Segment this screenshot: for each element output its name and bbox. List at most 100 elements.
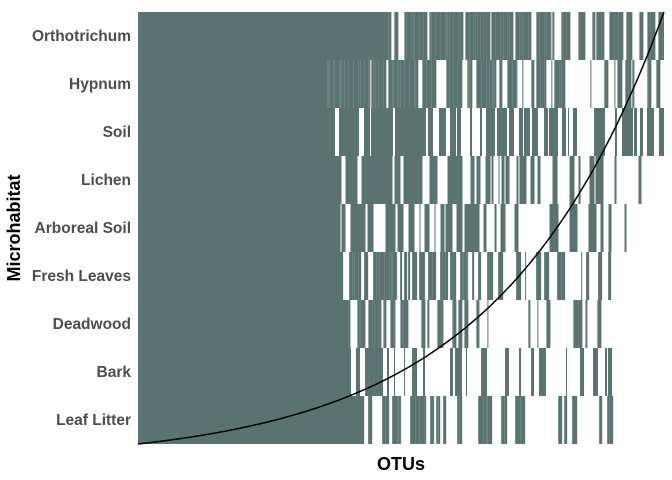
heatmap-cell	[494, 60, 497, 108]
heatmap-cell	[458, 12, 461, 60]
heatmap-cell	[383, 156, 385, 204]
heatmap-cell	[368, 300, 373, 348]
heatmap-cell	[477, 12, 481, 60]
heatmap-cell	[440, 252, 443, 300]
heatmap-cell	[380, 156, 384, 204]
heatmap-cell	[370, 204, 374, 252]
heatmap-cell	[526, 108, 530, 156]
heatmap-cell	[384, 252, 390, 300]
heatmap-cell	[578, 300, 583, 348]
heatmap-cell	[501, 396, 505, 444]
heatmap-cell	[508, 108, 510, 156]
heatmap-cell	[360, 60, 365, 108]
heatmap-cell	[515, 396, 521, 444]
heatmap-cell	[501, 156, 504, 204]
heatmap-cell	[536, 60, 541, 108]
heatmap-cell	[358, 252, 362, 300]
heatmap-cell	[516, 156, 518, 204]
heatmap-cell	[388, 108, 393, 156]
heatmap-cell	[551, 60, 553, 108]
heatmap-cell	[478, 252, 482, 300]
heatmap-cell	[364, 60, 369, 108]
heatmap-cell	[352, 156, 357, 204]
heatmap-cell	[365, 156, 368, 204]
heatmap-cell	[401, 204, 404, 252]
heatmap-cell-block	[138, 204, 341, 252]
heatmap-cell	[621, 108, 625, 156]
heatmap-cell	[390, 204, 396, 252]
heatmap-cell	[602, 108, 604, 156]
heatmap-cell	[601, 12, 605, 60]
heatmap-cell	[646, 108, 651, 156]
heatmap-cell	[516, 60, 518, 108]
heatmap-cell	[373, 156, 377, 204]
heatmap-cell	[367, 156, 372, 204]
heatmap-cell	[462, 252, 464, 300]
heatmap-cell	[531, 60, 535, 108]
heatmap-cell	[379, 108, 385, 156]
heatmap-cell	[384, 108, 389, 156]
heatmap-cell	[350, 204, 356, 252]
heatmap-cell	[330, 108, 335, 156]
heatmap-cell-block	[138, 156, 341, 204]
heatmap-cell-block	[138, 348, 352, 396]
heatmap-cell	[487, 300, 489, 348]
heatmap-cell	[638, 156, 642, 204]
heatmap-cell	[400, 60, 405, 108]
heatmap-cell	[360, 300, 366, 348]
heatmap-cell	[334, 60, 340, 108]
heatmap-cell	[457, 60, 463, 108]
heatmap-cell	[463, 252, 467, 300]
heatmap-cell	[449, 60, 454, 108]
heatmap-cell	[404, 348, 406, 396]
y-tick-labels: Orthotrichum Hypnum Soil Lichen Arboreal Soi…	[32, 28, 131, 429]
heatmap-cell	[457, 156, 463, 204]
heatmap-cell	[518, 108, 523, 156]
heatmap-cell	[424, 204, 429, 252]
heatmap-cell	[563, 12, 567, 60]
heatmap-cell	[539, 348, 543, 396]
heatmap-cell	[494, 204, 497, 252]
heatmap-cell	[569, 156, 574, 204]
heatmap-cell	[598, 252, 603, 300]
heatmap-cell	[503, 156, 505, 204]
heatmap-cell	[464, 204, 466, 252]
heatmap-cell	[367, 204, 371, 252]
heatmap-cell	[580, 12, 586, 60]
heatmap-cell	[428, 204, 430, 252]
heatmap-cell	[417, 156, 423, 204]
heatmap-cell	[373, 348, 375, 396]
heatmap-cell	[351, 108, 357, 156]
heatmap-cell	[368, 396, 373, 444]
heatmap-cell	[373, 252, 377, 300]
heatmap-cell	[585, 300, 587, 348]
heatmap-cell	[364, 252, 369, 300]
heatmap-cell	[486, 156, 491, 204]
heatmap-cell	[466, 348, 468, 396]
heatmap-cell	[486, 396, 488, 444]
heatmap-cell	[397, 204, 402, 252]
heatmap-cell	[617, 60, 623, 108]
heatmap-cell	[609, 12, 615, 60]
heatmap-cell	[604, 60, 609, 108]
heatmap-cell	[450, 204, 453, 252]
heatmap-cell	[544, 348, 546, 396]
heatmap-cell	[607, 396, 610, 444]
heatmap-cell	[561, 60, 566, 108]
heatmap-cell	[400, 396, 402, 444]
heatmap-cell	[356, 156, 358, 204]
heatmap-cell	[473, 12, 476, 60]
heatmap-cell	[559, 60, 562, 108]
heatmap-cell	[544, 252, 550, 300]
heatmap-row	[138, 156, 642, 204]
heatmap-cell	[349, 252, 353, 300]
heatmap-cell	[472, 252, 475, 300]
heatmap-cell	[512, 60, 517, 108]
heatmap-cell	[521, 12, 524, 60]
heatmap-cell	[370, 348, 374, 396]
x-axis-title: OTUs	[377, 454, 425, 474]
heatmap-cell	[608, 204, 612, 252]
heatmap-cell	[573, 300, 579, 348]
heatmap-cell	[403, 300, 409, 348]
